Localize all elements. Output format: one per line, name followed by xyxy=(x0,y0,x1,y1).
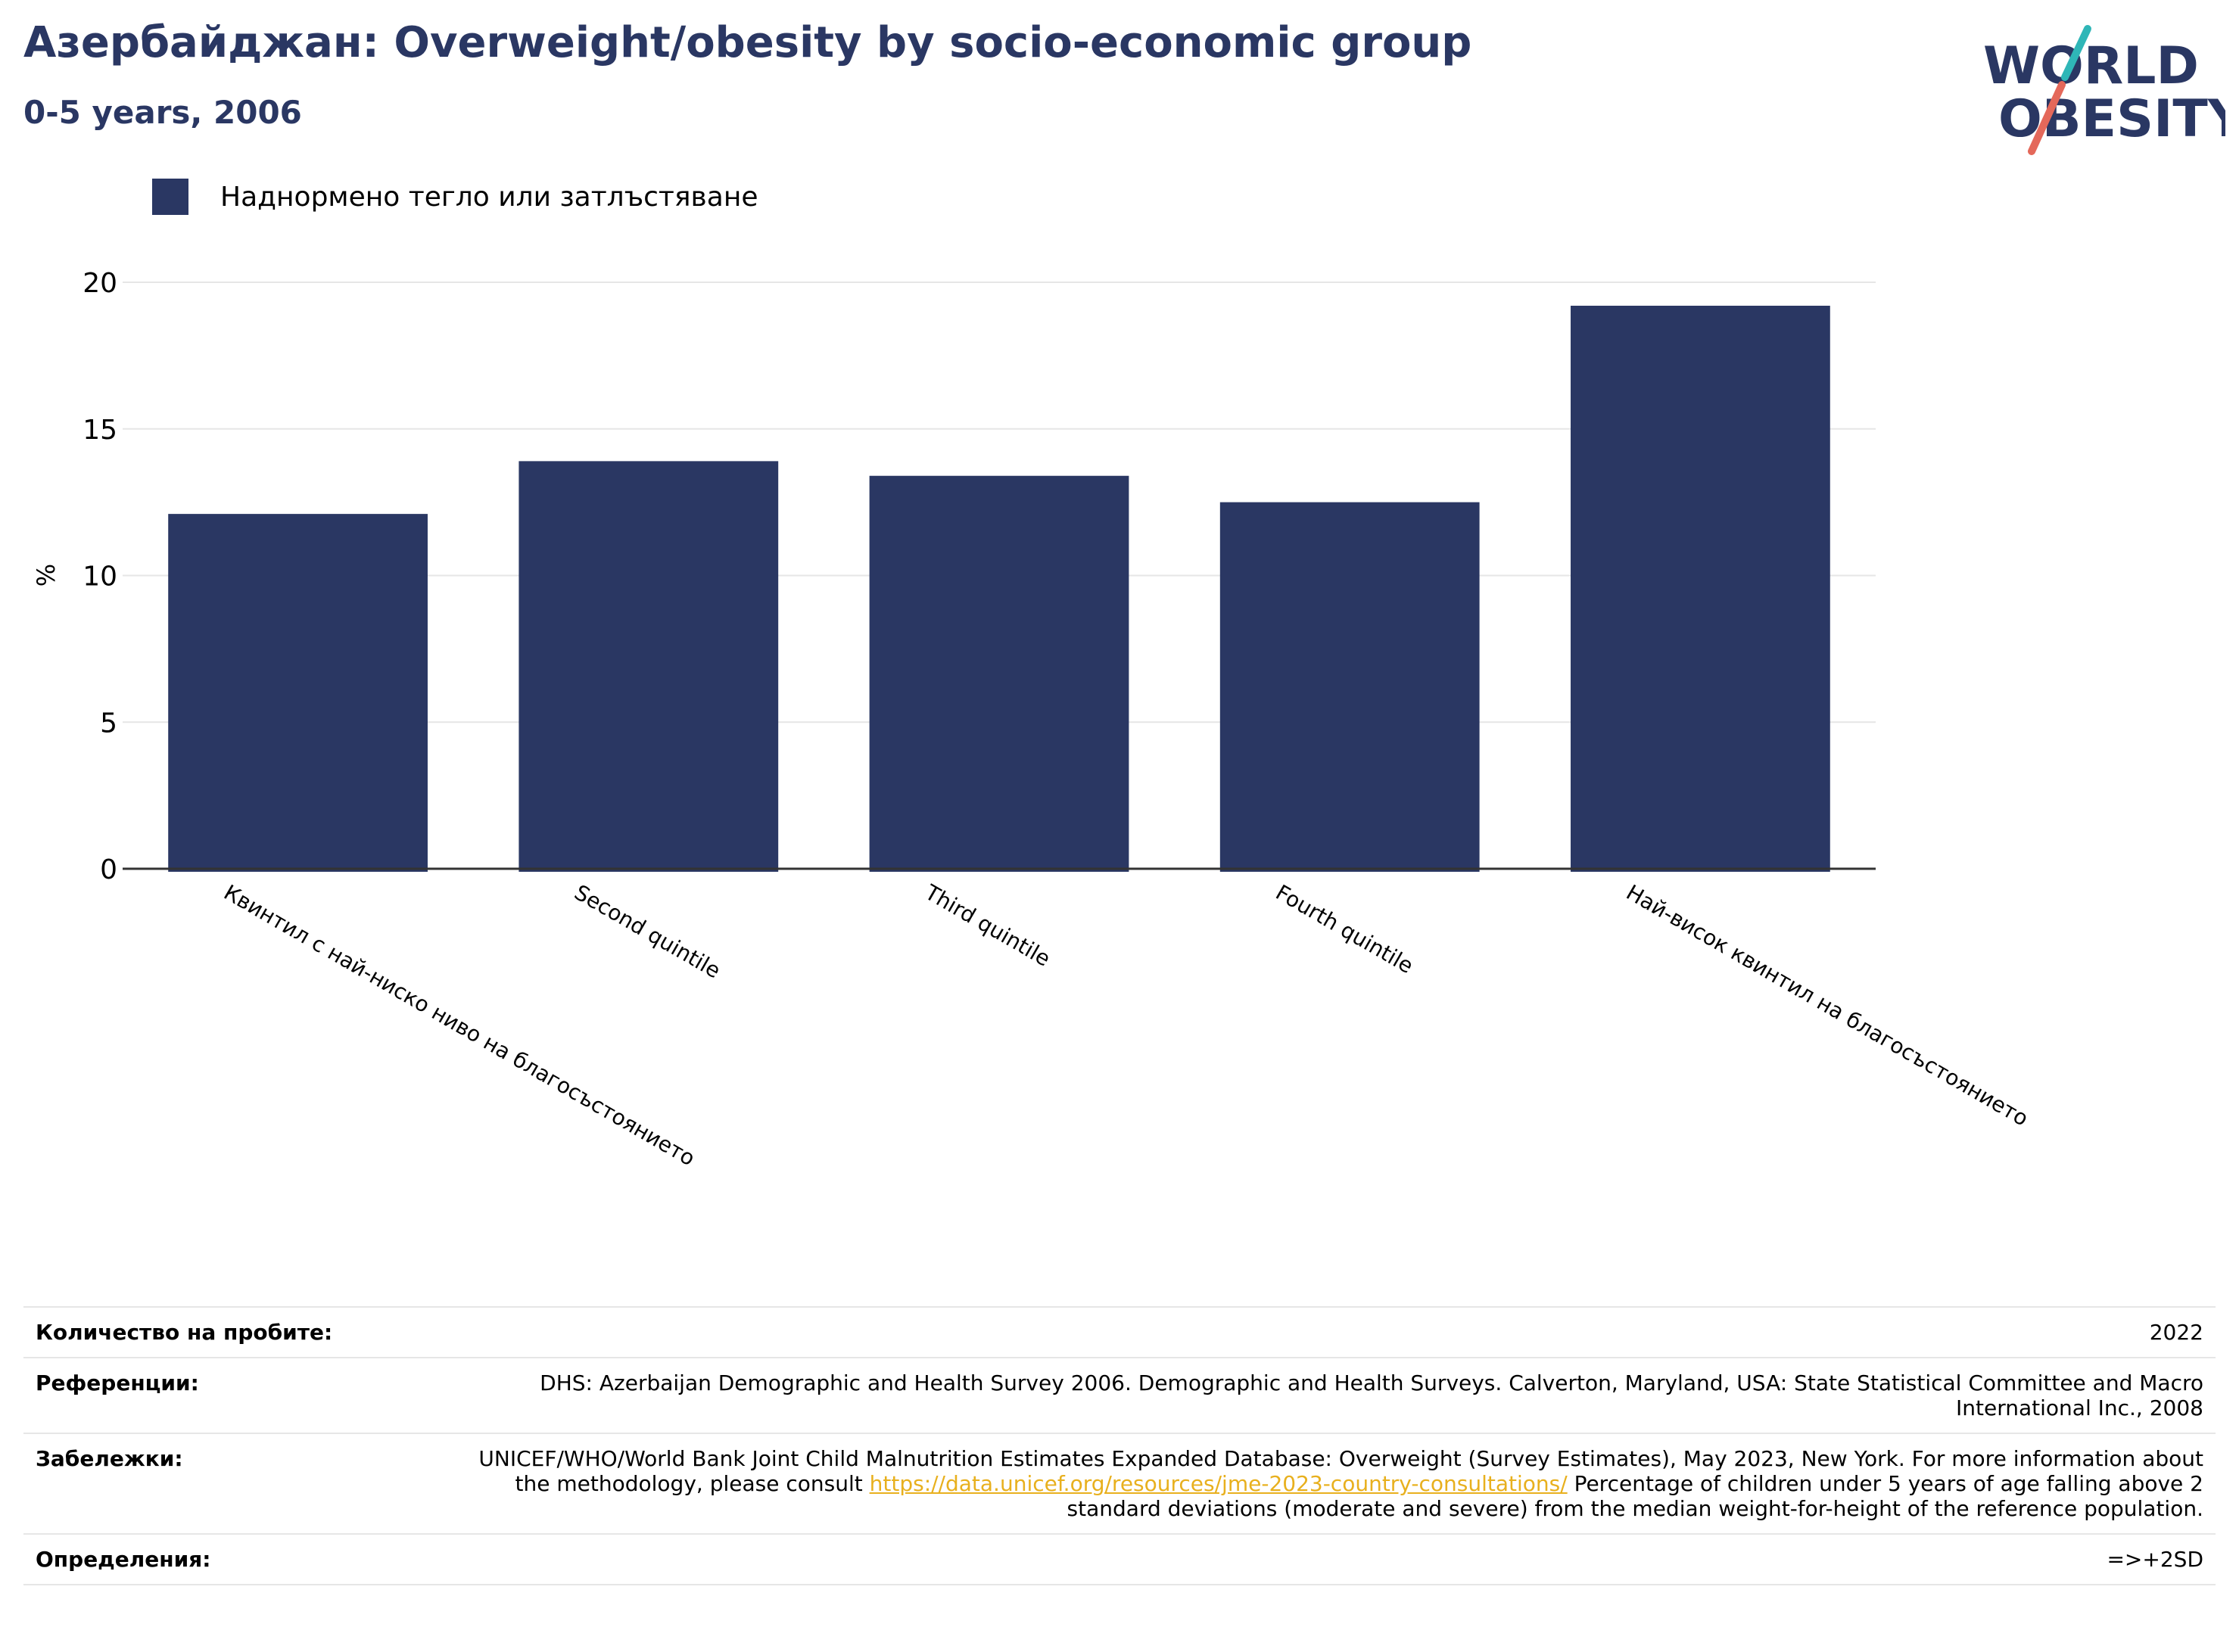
x-tick-label: Най-висок квинтил на благосъстоянието xyxy=(1622,879,2032,1131)
legend-swatch xyxy=(152,179,188,215)
bars xyxy=(168,306,1830,872)
world-obesity-logo: WORLD OBESITY xyxy=(1983,25,2225,155)
info-value: DHS: Azerbaijan Demographic and Health S… xyxy=(441,1357,2216,1434)
info-key: Забележки: xyxy=(23,1433,441,1535)
bar xyxy=(869,475,1129,872)
info-row-references: Референции: DHS: Azerbaijan Demographic … xyxy=(23,1357,2216,1434)
info-row-definitions: Определения: =>+2SD xyxy=(23,1533,2216,1585)
y-tick-label: 20 xyxy=(83,268,117,299)
info-row-notes: Забележки: UNICEF/WHO/World Bank Joint C… xyxy=(23,1433,2216,1535)
info-value: 2022 xyxy=(441,1306,2216,1358)
chart-title: Азербайджан: Overweight/obesity by socio… xyxy=(23,18,1472,67)
y-axis-label: % xyxy=(32,564,61,586)
y-tick-label: 10 xyxy=(83,562,117,593)
notes-text: UNICEF/WHO/World Bank Joint Child Malnut… xyxy=(478,1446,2203,1496)
info-key: Референции: xyxy=(23,1357,441,1434)
x-tick-labels: Квинтил с най-ниско ниво на благосъстоян… xyxy=(220,879,2032,1171)
info-key: Определения: xyxy=(23,1533,441,1585)
x-tick-label: Second quintile xyxy=(570,879,724,983)
info-value: UNICEF/WHO/World Bank Joint Child Malnut… xyxy=(441,1433,2216,1535)
x-tick-label: Fourth quintile xyxy=(1272,879,1418,978)
bar xyxy=(1219,502,1480,872)
info-value: =>+2SD xyxy=(441,1533,2216,1585)
legend: Наднормено тегло или затлъстяване xyxy=(152,174,758,219)
y-tick-label: 0 xyxy=(100,854,117,885)
y-tick-label: 15 xyxy=(83,415,117,446)
notes-text-after: Percentage of children under 5 years of … xyxy=(1067,1471,2203,1521)
logo-line1: WORLD xyxy=(1983,36,2199,96)
bar xyxy=(518,461,779,872)
bar xyxy=(1571,306,1830,872)
methodology-link[interactable]: https://data.unicef.org/resources/jme-20… xyxy=(869,1471,1568,1496)
info-row-sample-size: Количество на пробите: 2022 xyxy=(23,1306,2216,1358)
legend-label: Наднормено тегло или затлъстяване xyxy=(220,181,758,213)
bar-chart: 0 5 10 15 20 Квинтил с най-ниско ниво на бла… xyxy=(32,268,2032,1171)
y-tick-label: 5 xyxy=(100,708,117,739)
logo-slash-red xyxy=(2028,81,2066,155)
bar xyxy=(168,514,428,872)
chart-subtitle: 0-5 years, 2006 xyxy=(23,94,302,131)
logo-slash-teal xyxy=(2061,25,2091,81)
info-table: Количество на пробите: 2022 Референции: … xyxy=(23,1306,2216,1585)
x-tick-label: Third quintile xyxy=(920,879,1055,972)
y-tick-labels: 0 5 10 15 20 xyxy=(83,268,117,885)
info-key: Количество на пробите: xyxy=(23,1306,441,1358)
